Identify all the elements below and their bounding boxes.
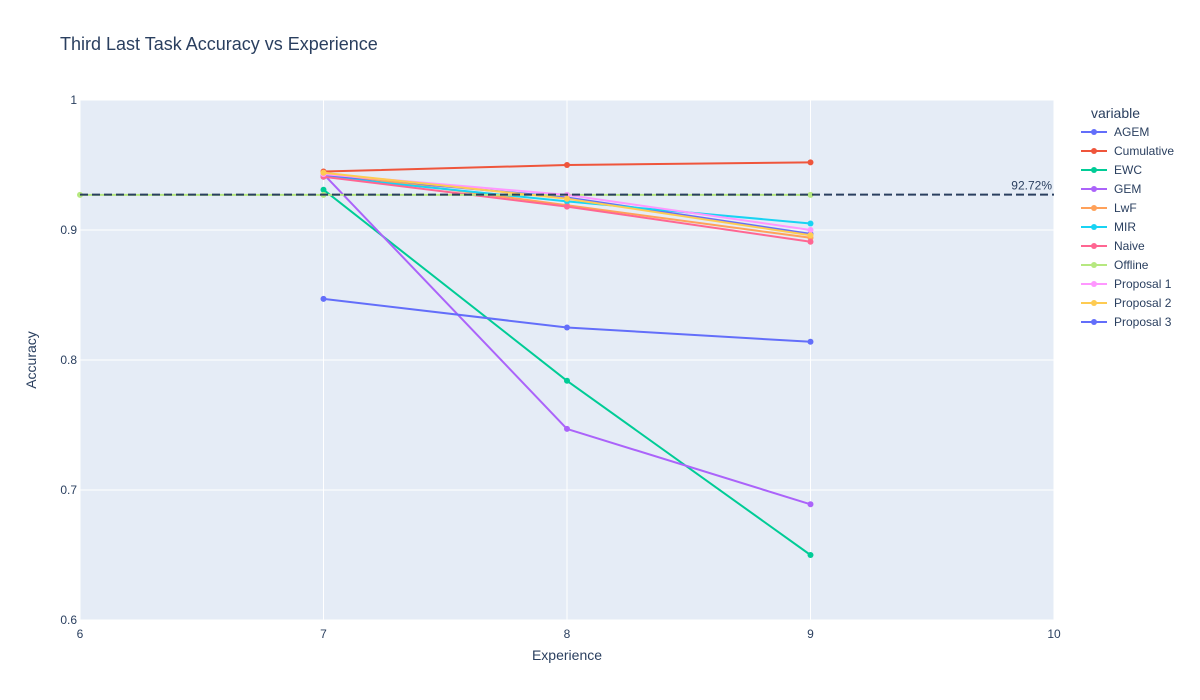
- x-tick-label: 8: [564, 627, 571, 641]
- legend-item-lwf[interactable]: LwF: [1081, 201, 1137, 215]
- legend-marker: [1091, 243, 1097, 249]
- data-point-proposal-2: [320, 169, 327, 176]
- legend-title: variable: [1091, 105, 1140, 121]
- gridlines: [79, 99, 1055, 621]
- x-tick-label: 10: [1047, 627, 1061, 641]
- legend-marker: [1091, 129, 1097, 135]
- series-proposal-3: [320, 295, 814, 345]
- y-tick-label: 0.6: [60, 613, 77, 627]
- legend-marker: [1091, 262, 1097, 268]
- data-point-offline: [807, 191, 814, 198]
- data-point-proposal-2: [564, 195, 570, 202]
- reference-line-group: 92.72%: [80, 179, 1054, 196]
- y-axis-title: Accuracy: [23, 331, 39, 389]
- legend-marker: [1091, 224, 1097, 230]
- y-tick-label: 1: [70, 93, 77, 107]
- data-point-gem: [564, 425, 570, 432]
- legend-marker: [1091, 205, 1097, 211]
- data-point-proposal-2: [807, 232, 814, 239]
- x-tick-label: 6: [77, 627, 84, 641]
- legend-label: Proposal 3: [1114, 315, 1172, 329]
- legend-label: Naive: [1114, 239, 1145, 253]
- data-point-naive: [564, 203, 570, 210]
- legend-item-proposal-2[interactable]: Proposal 2: [1081, 296, 1172, 310]
- x-tick-label: 9: [807, 627, 814, 641]
- data-point-mir: [807, 220, 814, 227]
- y-axis-ticks: 0.6 0.7 0.8 0.9 1: [60, 93, 77, 627]
- x-tick-label: 7: [320, 627, 327, 641]
- y-tick-label: 0.7: [60, 483, 77, 497]
- data-point-cumulative: [564, 162, 570, 168]
- chart-title: Third Last Task Accuracy vs Experience: [60, 34, 378, 54]
- data-point-ewc: [320, 186, 327, 193]
- data-point-proposal-3: [564, 324, 570, 331]
- legend-marker: [1091, 167, 1097, 173]
- data-point-ewc: [564, 377, 570, 384]
- data-point-proposal-3: [320, 295, 327, 302]
- legend-item-cumulative[interactable]: Cumulative: [1081, 144, 1174, 158]
- legend-label: EWC: [1114, 163, 1142, 177]
- legend-item-proposal-3[interactable]: Proposal 3: [1081, 315, 1172, 329]
- legend-item-gem[interactable]: GEM: [1081, 182, 1141, 196]
- legend-item-mir[interactable]: MIR: [1081, 220, 1136, 234]
- legend-label: AGEM: [1114, 125, 1149, 139]
- legend-label: GEM: [1114, 182, 1141, 196]
- series-ewc: [320, 186, 814, 558]
- data-point-proposal-3: [807, 338, 814, 345]
- legend-item-naive[interactable]: Naive: [1081, 239, 1145, 253]
- y-tick-label: 0.8: [60, 353, 77, 367]
- legend-marker: [1091, 186, 1097, 192]
- x-axis-ticks: 6 7 8 9 10: [77, 627, 1061, 641]
- legend-item-proposal-1[interactable]: Proposal 1: [1081, 277, 1172, 291]
- legend-marker: [1091, 319, 1097, 325]
- legend: variable AGEM Cumulative EWC GEM LwF MIR Naive…: [1081, 105, 1174, 329]
- data-point-naive: [807, 238, 814, 245]
- legend-label: Proposal 1: [1114, 277, 1172, 291]
- legend-marker: [1091, 148, 1097, 154]
- legend-item-ewc[interactable]: EWC: [1081, 163, 1142, 177]
- legend-label: MIR: [1114, 220, 1136, 234]
- data-point-cumulative: [807, 159, 814, 166]
- legend-item-offline[interactable]: Offline: [1081, 258, 1149, 272]
- legend-label: Offline: [1114, 258, 1149, 272]
- legend-label: LwF: [1114, 201, 1137, 215]
- legend-marker: [1091, 281, 1097, 287]
- data-point-proposal-1: [807, 227, 814, 233]
- legend-item-agem[interactable]: AGEM: [1081, 125, 1149, 139]
- legend-marker: [1091, 300, 1097, 306]
- y-tick-label: 0.9: [60, 223, 77, 237]
- x-axis-title: Experience: [532, 647, 602, 663]
- series-proposal-2: [320, 169, 814, 239]
- reference-line-label: 92.72%: [1011, 179, 1052, 193]
- data-point-ewc: [807, 552, 814, 558]
- legend-label: Proposal 2: [1114, 296, 1172, 310]
- data-point-gem: [807, 501, 814, 508]
- legend-label: Cumulative: [1114, 144, 1174, 158]
